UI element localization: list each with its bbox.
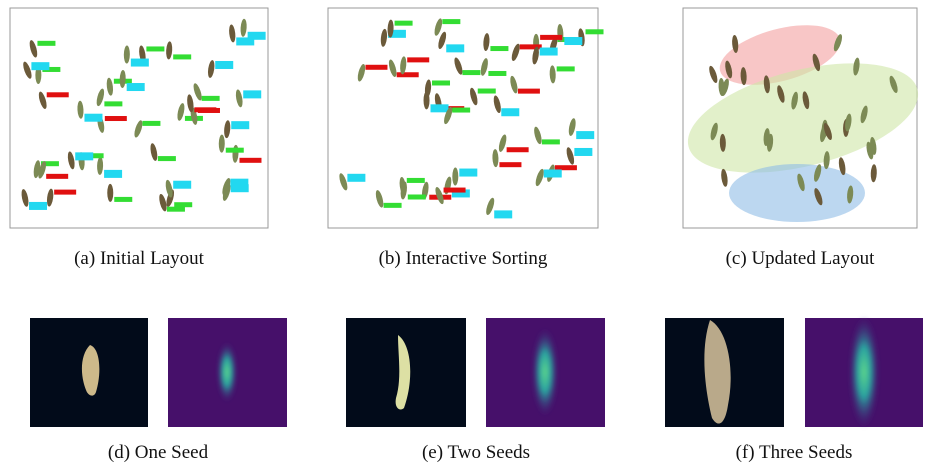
seed-label (104, 101, 122, 106)
seed-label (142, 121, 160, 126)
seed-label (173, 54, 191, 59)
seed-label (75, 152, 93, 160)
seed-label (31, 62, 49, 70)
seed-label (54, 190, 76, 195)
seed-label (478, 89, 496, 94)
seed-label (231, 121, 249, 129)
seed-label (397, 72, 419, 77)
caption: (f) Three Seeds (736, 442, 853, 463)
heat (849, 316, 879, 428)
seed-label (540, 35, 562, 40)
seed-label (407, 57, 429, 62)
seed-label (47, 92, 69, 97)
seed-label (131, 59, 149, 67)
seed-label (146, 46, 164, 51)
seed-label (395, 21, 413, 26)
seed-label (84, 114, 102, 122)
seed-label (499, 162, 521, 167)
seed-label (167, 207, 185, 212)
seed-label (574, 148, 592, 156)
seed-label (46, 174, 68, 179)
seed-label (127, 83, 145, 91)
seed-label (384, 203, 402, 208)
caption: (d) One Seed (108, 442, 209, 463)
seed-label (488, 71, 506, 76)
seed-label (29, 202, 47, 210)
seed-label (158, 156, 176, 161)
caption: (a) Initial Layout (74, 248, 205, 269)
seed-label (544, 169, 562, 177)
seed-label (540, 48, 558, 56)
seed-label (501, 108, 519, 116)
seed-label (248, 32, 266, 40)
seed-label (432, 80, 450, 85)
caption: (e) Two Seeds (422, 442, 530, 463)
seed-label (431, 104, 449, 112)
seed-label (442, 19, 460, 24)
seed-label (408, 194, 426, 199)
seed-label (586, 29, 604, 34)
seed-label (444, 188, 466, 193)
seed-label (104, 170, 122, 178)
caption: (c) Updated Layout (726, 248, 875, 269)
heat (532, 328, 558, 416)
image-tiles (30, 316, 923, 428)
seed-label (173, 181, 191, 189)
seed-label (459, 169, 477, 177)
figure: (a) Initial Layout (b) Interactive Sorti… (0, 0, 933, 467)
heat (217, 342, 237, 402)
seed-label (518, 89, 540, 94)
seed-label (105, 116, 127, 121)
seed-label (202, 96, 220, 101)
seed-label (462, 70, 480, 75)
seed-label (452, 108, 470, 113)
seed-label (230, 179, 248, 187)
caption: (b) Interactive Sorting (379, 248, 548, 269)
seed-label (347, 174, 365, 182)
seed-label (365, 65, 387, 70)
seed-label (542, 139, 560, 144)
seed-label (239, 158, 261, 163)
seed-label (114, 197, 132, 202)
seed-label (243, 90, 261, 98)
seed-label (407, 178, 425, 183)
seed-label (37, 41, 55, 46)
seed-label (446, 44, 464, 52)
seed-label (555, 165, 577, 170)
seed-label (494, 210, 512, 218)
seed-label (507, 147, 529, 152)
seed-label (174, 202, 192, 207)
seed-label (194, 107, 216, 112)
seed-label (490, 46, 508, 51)
seed-label (576, 131, 594, 139)
seed-label (557, 66, 575, 71)
seed-label (226, 148, 244, 153)
seed-label (215, 61, 233, 69)
seed-label (564, 37, 582, 45)
